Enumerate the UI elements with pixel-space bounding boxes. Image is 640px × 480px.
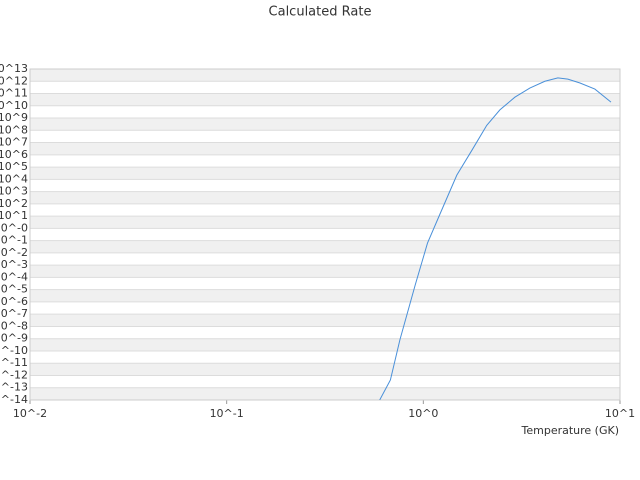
grid-band — [30, 363, 620, 376]
y-tick-label: 10^-4 — [0, 270, 28, 283]
y-tick-label: 10^6 — [0, 148, 28, 161]
x-axis-label: Temperature (GK) — [521, 424, 620, 437]
y-tick-label: 10^-7 — [0, 307, 28, 320]
y-tick-label: 10^-14 — [0, 393, 28, 406]
y-tick-label: 10^13 — [0, 62, 28, 75]
y-tick-label: 10^3 — [0, 185, 28, 198]
y-tick-label: 10^-10 — [0, 344, 28, 357]
y-tick-label: 10^2 — [0, 197, 28, 210]
grid-band — [30, 314, 620, 327]
y-tick-label: 10^7 — [0, 136, 28, 149]
y-tick-label: 10^5 — [0, 160, 28, 173]
grid-band — [30, 240, 620, 253]
y-tick-label: 10^12 — [0, 74, 28, 87]
grid-band — [30, 142, 620, 155]
x-tick-label: 10^-1 — [210, 407, 244, 420]
grid-band — [30, 387, 620, 400]
y-tick-label: 10^-5 — [0, 283, 28, 296]
y-tick-label: 10^-11 — [0, 356, 28, 369]
y-tick-label: 10^-9 — [0, 332, 28, 345]
grid-band — [30, 216, 620, 229]
data-line — [379, 77, 612, 400]
y-tick-label: 10^10 — [0, 99, 28, 112]
y-tick-label: 10^4 — [0, 172, 28, 185]
x-tick-label: 10^1 — [605, 407, 635, 420]
y-tick-label: 10^-8 — [0, 319, 28, 332]
y-tick-label: 10^8 — [0, 123, 28, 136]
y-tick-label: 10^-2 — [0, 246, 28, 259]
x-tick-label: 10^0 — [408, 407, 438, 420]
plot-border — [29, 68, 621, 401]
grid-band — [30, 191, 620, 204]
y-tick-label: 10^9 — [0, 111, 28, 124]
y-tick-label: 10^-0 — [0, 221, 28, 234]
grid-band — [30, 93, 620, 106]
grid-band — [30, 118, 620, 131]
y-tick-label: 10^11 — [0, 87, 28, 100]
y-tick-label: 10^-1 — [0, 234, 28, 247]
y-tick-label: 10^-12 — [0, 368, 28, 381]
grid-band — [30, 167, 620, 180]
chart-title: Calculated Rate — [269, 5, 372, 20]
grid-band — [30, 338, 620, 351]
y-tick-label: 10^-6 — [0, 295, 28, 308]
grid-band — [30, 69, 620, 82]
y-tick-label: 10^-13 — [0, 381, 28, 394]
grid-band — [30, 265, 620, 278]
y-tick-label: 10^-3 — [0, 258, 28, 271]
x-tick-label: 10^-2 — [13, 407, 47, 420]
y-tick-label: 10^1 — [0, 209, 28, 222]
grid-band — [30, 289, 620, 302]
